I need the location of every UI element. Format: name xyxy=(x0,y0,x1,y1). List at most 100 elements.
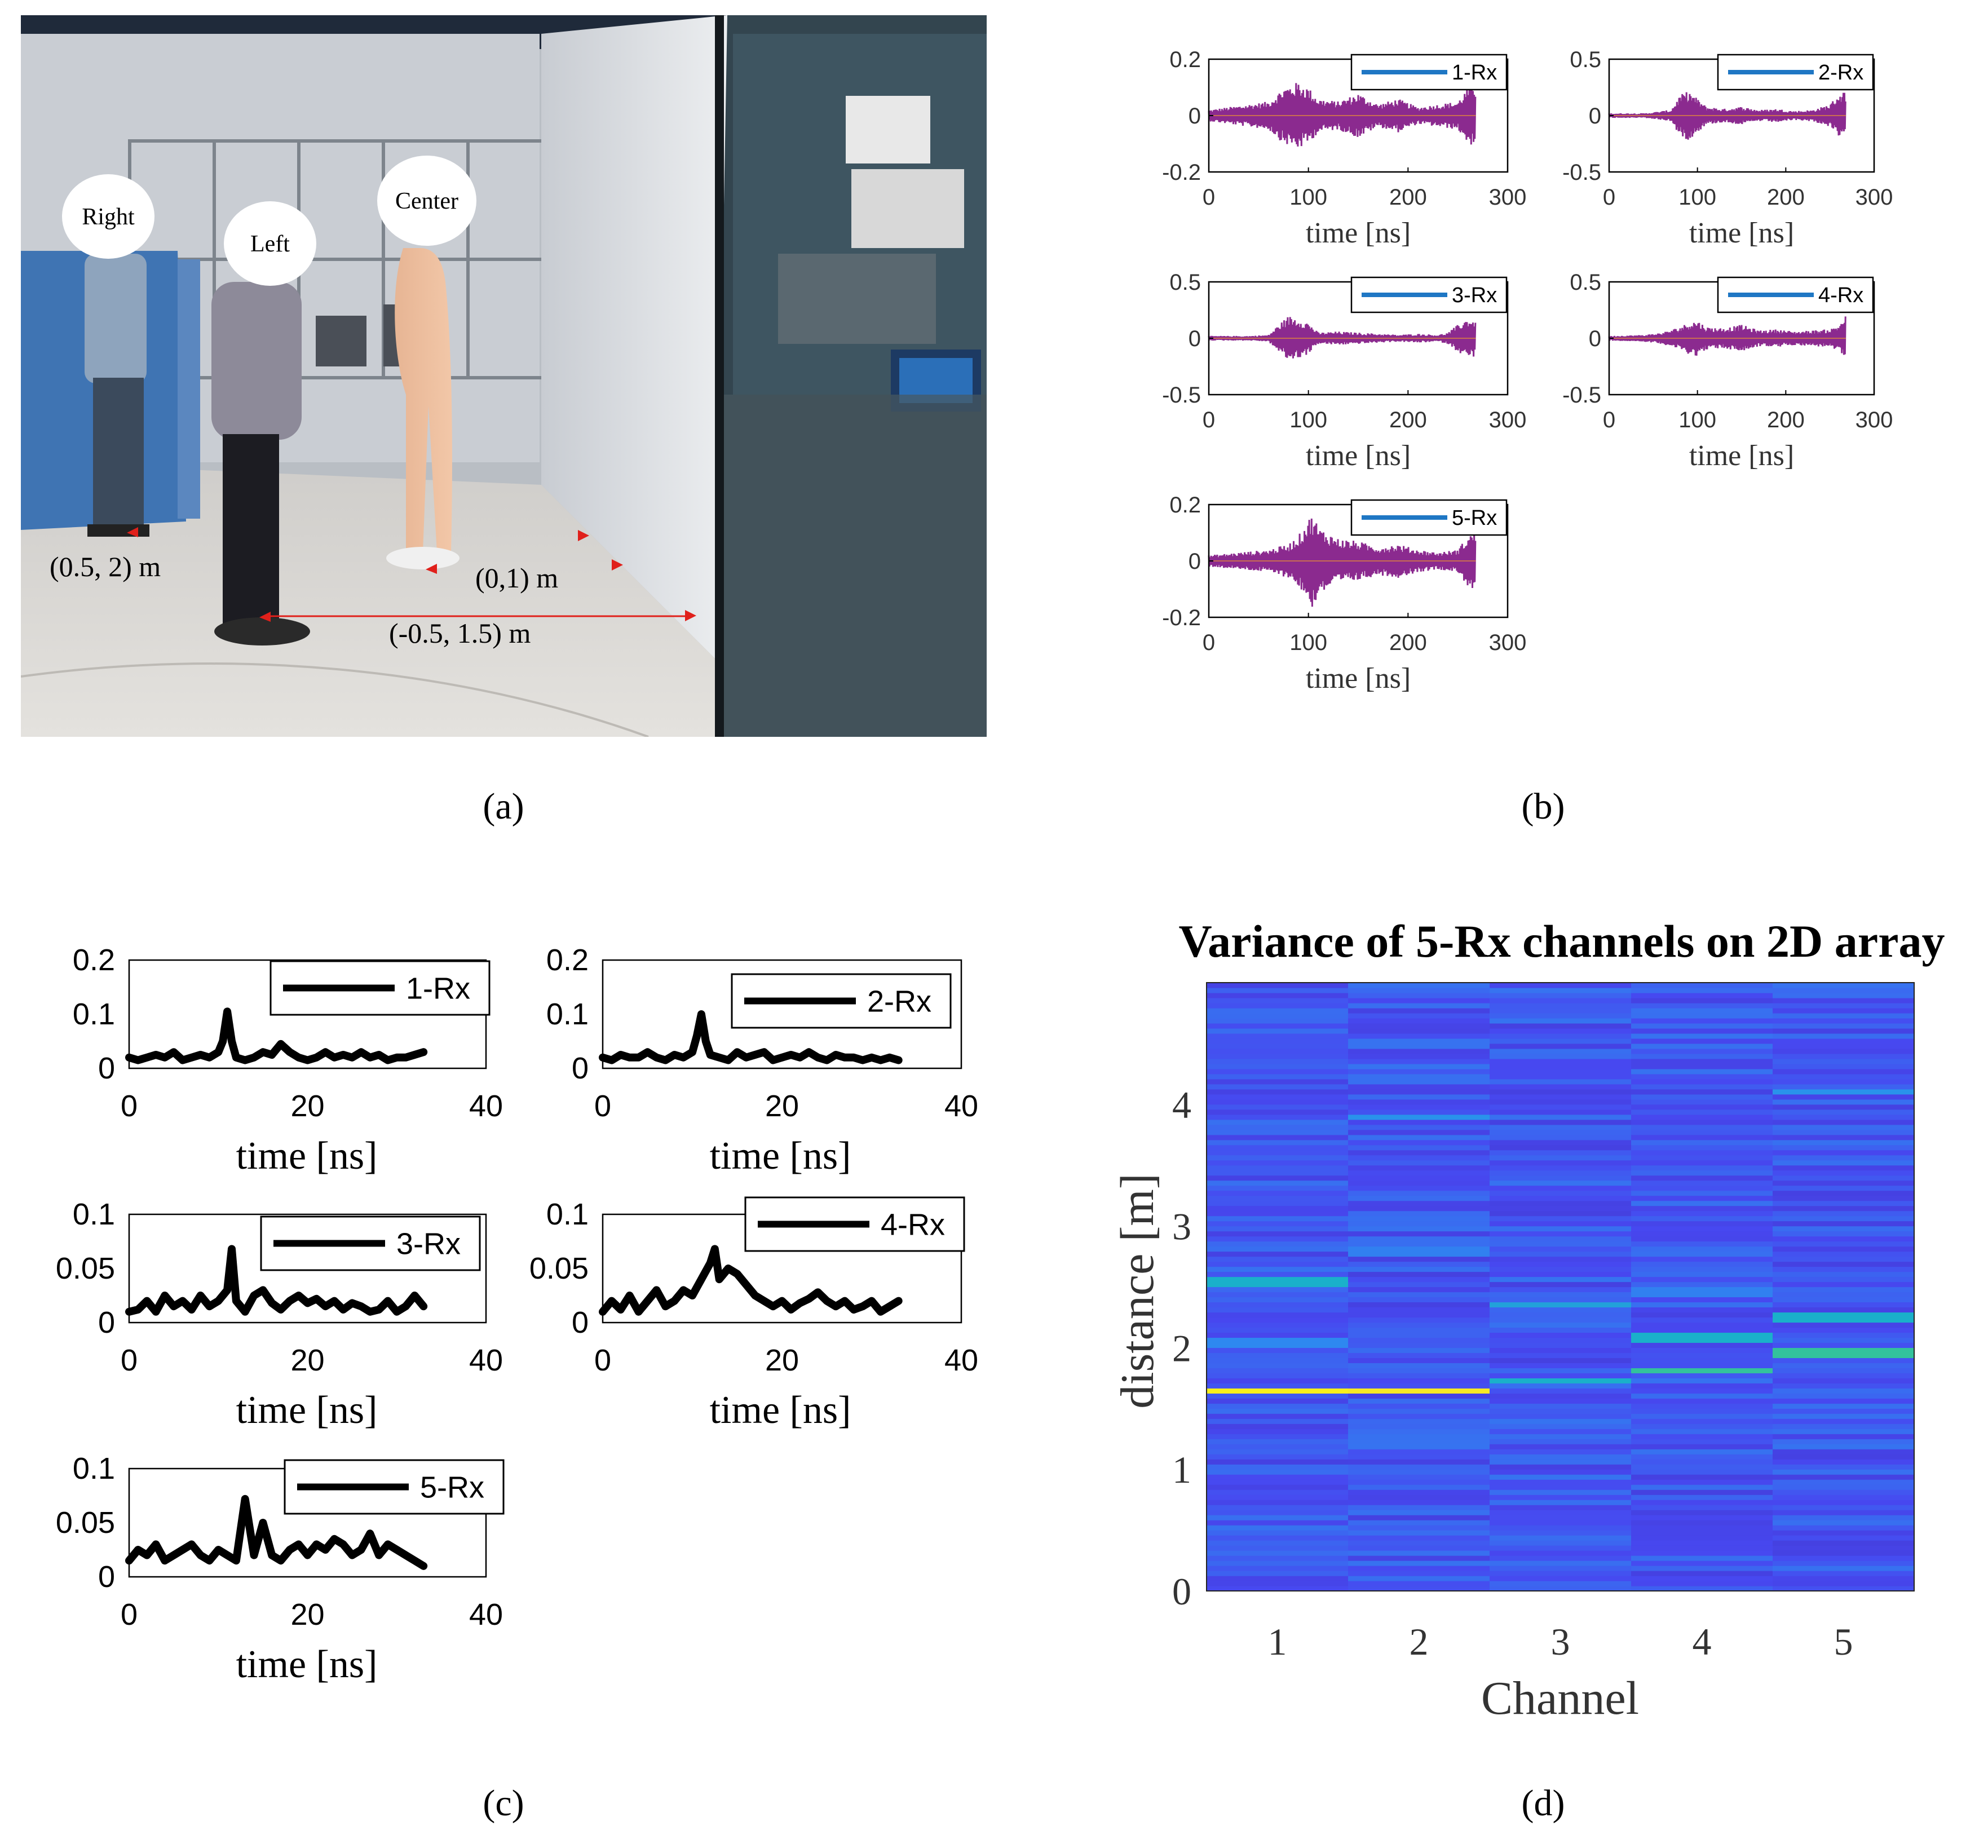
heatmap-cell xyxy=(1207,1007,1349,1014)
heatmap-cell xyxy=(1348,1185,1490,1191)
heatmap-cell xyxy=(1490,1190,1632,1196)
heatmap-cell xyxy=(1207,1560,1349,1566)
heatmap-cell xyxy=(1207,1155,1349,1161)
heatmap-cell xyxy=(1631,1221,1773,1227)
position-label-center: (0,1) m xyxy=(475,562,558,594)
heatmap-cell xyxy=(1773,1464,1915,1470)
x-tick-label: 300 xyxy=(1856,185,1893,210)
heatmap-cell xyxy=(1631,1408,1773,1414)
heatmap-cell xyxy=(1631,1363,1773,1368)
series-line xyxy=(125,1245,428,1316)
y-tick-label: 0.5 xyxy=(1570,270,1601,295)
x-axis-label: time [ns] xyxy=(710,1134,851,1178)
heatmap-cell xyxy=(1631,1429,1773,1434)
heatmap-cell xyxy=(1631,1439,1773,1444)
heatmap-cell xyxy=(1490,1231,1632,1237)
heatmap-cell xyxy=(1631,1337,1773,1343)
heatmap-cell xyxy=(1490,1195,1632,1201)
heatmap-cell xyxy=(1348,1231,1490,1237)
x-tick-label: 0 xyxy=(594,1089,611,1123)
heatmap-cell xyxy=(1490,1423,1632,1429)
head-oval-right xyxy=(62,174,154,259)
heatmap-cell xyxy=(1207,1266,1349,1272)
heatmap-cell xyxy=(1631,1347,1773,1353)
heatmap-cell xyxy=(1773,1165,1915,1171)
heatmap-cell xyxy=(1348,1429,1490,1434)
heatmap-cell xyxy=(1773,1398,1915,1404)
heatmap-cell xyxy=(1490,1160,1632,1166)
heatmap-cell xyxy=(1207,1327,1349,1333)
heatmap-cell xyxy=(1631,1469,1773,1475)
heatmap-cell xyxy=(1207,1332,1349,1338)
x-tick-label: 5 xyxy=(1834,1620,1853,1663)
heatmap-cell xyxy=(1490,1393,1632,1399)
heatmap-cell xyxy=(1773,1129,1915,1135)
heatmap-cell xyxy=(1490,1144,1632,1151)
y-tick-label: 2 xyxy=(1172,1327,1191,1369)
heatmap-cell xyxy=(1773,1134,1915,1140)
heatmap-cell xyxy=(1631,1150,1773,1156)
heatmap-cell xyxy=(1773,1104,1915,1110)
heatmap-cell xyxy=(1490,1058,1632,1064)
heatmap-cell xyxy=(1207,1175,1349,1181)
heatmap-cell xyxy=(1490,1368,1632,1373)
heatmap-cell xyxy=(1348,1352,1490,1358)
heatmap-cell xyxy=(1207,1525,1349,1531)
heatmap-cell xyxy=(1348,1530,1490,1536)
heatmap-cell xyxy=(1490,1327,1632,1333)
heatmap-cell xyxy=(1348,1515,1490,1520)
heatmap-cell xyxy=(1490,1560,1632,1566)
x-tick-label: 40 xyxy=(469,1089,503,1123)
heatmap-cell xyxy=(1348,1545,1490,1551)
heatmap-cell xyxy=(1207,1576,1349,1581)
heatmap-cell xyxy=(1348,1459,1490,1465)
heatmap-cell xyxy=(1490,1388,1632,1394)
x-tick-label: 100 xyxy=(1289,408,1327,432)
heatmap-cell xyxy=(1490,1525,1632,1531)
heatmap-cell xyxy=(1348,1266,1490,1272)
heatmap-cell xyxy=(1348,1332,1490,1338)
heatmap-cell xyxy=(1631,1302,1773,1308)
heatmap-cell xyxy=(1348,1251,1490,1257)
heatmap-cell xyxy=(1773,1413,1915,1419)
x-axis-label: time [ns] xyxy=(1306,440,1411,472)
heatmap-cell xyxy=(1207,1013,1349,1019)
heatmap-cell xyxy=(1490,1180,1632,1186)
heatmap-cell xyxy=(1348,1114,1490,1120)
heatmap-cell xyxy=(1207,1160,1349,1166)
heatmap-cell xyxy=(1490,1347,1632,1353)
heatmap-cell xyxy=(1631,1261,1773,1267)
heatmap-cell xyxy=(1631,1007,1773,1014)
heatmap-cell xyxy=(1490,1139,1632,1146)
heatmap-cell xyxy=(1631,1276,1773,1283)
heatmap-cell xyxy=(1490,1500,1632,1505)
heatmap-cell xyxy=(1631,1109,1773,1115)
heatmap-column-1 xyxy=(1207,983,1349,1591)
heatmap-cell xyxy=(1348,1312,1490,1318)
plot-c-4: 0.1 0.05 00 20 40 time [ns] 4-Rx xyxy=(529,1196,978,1432)
signal-trace xyxy=(1208,518,1477,607)
heatmap-cell xyxy=(1773,1571,1915,1576)
heatmap-cell xyxy=(1207,1058,1349,1064)
heatmap-cell xyxy=(1207,1134,1349,1140)
heatmap-cell xyxy=(1348,1540,1490,1546)
heatmap-cell xyxy=(1773,1246,1915,1252)
y-tick-label: -0.2 xyxy=(1162,605,1201,630)
heatmap-cell xyxy=(1490,1373,1632,1378)
heatmap-cell xyxy=(1631,1576,1773,1581)
heatmap-cell xyxy=(1773,1099,1915,1105)
heatmap-cell xyxy=(1773,1276,1915,1283)
heatmap-cell xyxy=(1207,1429,1349,1434)
x-tick-label: 0 xyxy=(121,1089,138,1123)
heatmap-cell xyxy=(1207,1500,1349,1505)
heatmap-cell xyxy=(1773,1474,1915,1480)
heatmap-cell xyxy=(1207,1276,1349,1283)
heatmap-cell xyxy=(1348,1464,1490,1470)
series-line xyxy=(599,1245,903,1316)
heatmap-cell xyxy=(1207,1469,1349,1475)
heatmap-cell xyxy=(1490,1043,1632,1049)
heatmap-cell xyxy=(1773,1429,1915,1434)
x-axis-label: time [ns] xyxy=(236,1389,378,1432)
heatmap-cell xyxy=(1348,1150,1490,1156)
